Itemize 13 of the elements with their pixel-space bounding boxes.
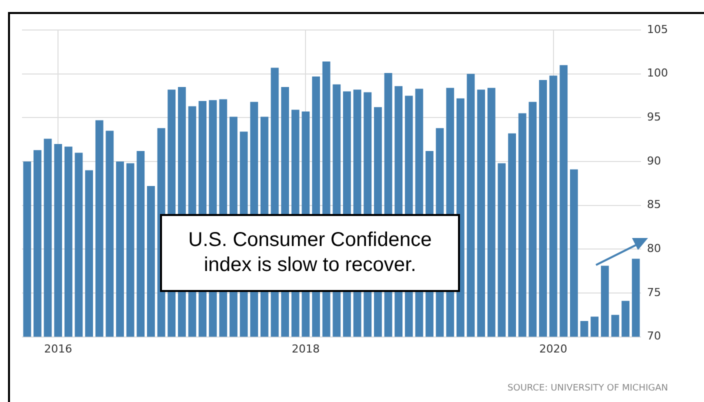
annotation: U.S. Consumer Confidence index is slow to recover. — [160, 214, 460, 292]
source-note: SOURCE: UNIVERSITY OF MICHIGAN — [508, 383, 668, 394]
y-tick-label: 90 — [647, 154, 662, 168]
y-tick-label: 75 — [647, 286, 662, 299]
y-tick-label: 70 — [647, 330, 662, 343]
y-tick-label: 95 — [647, 110, 662, 124]
y-tick-label: 100 — [647, 66, 668, 80]
y-tick-label: 85 — [647, 198, 662, 212]
y-tick-label: 105 — [647, 22, 668, 36]
x-tick-label: 2020 — [539, 342, 568, 356]
x-tick-label: 2016 — [44, 342, 72, 356]
y-tick-label: 80 — [647, 242, 662, 255]
x-tick-label: 2018 — [292, 342, 320, 356]
